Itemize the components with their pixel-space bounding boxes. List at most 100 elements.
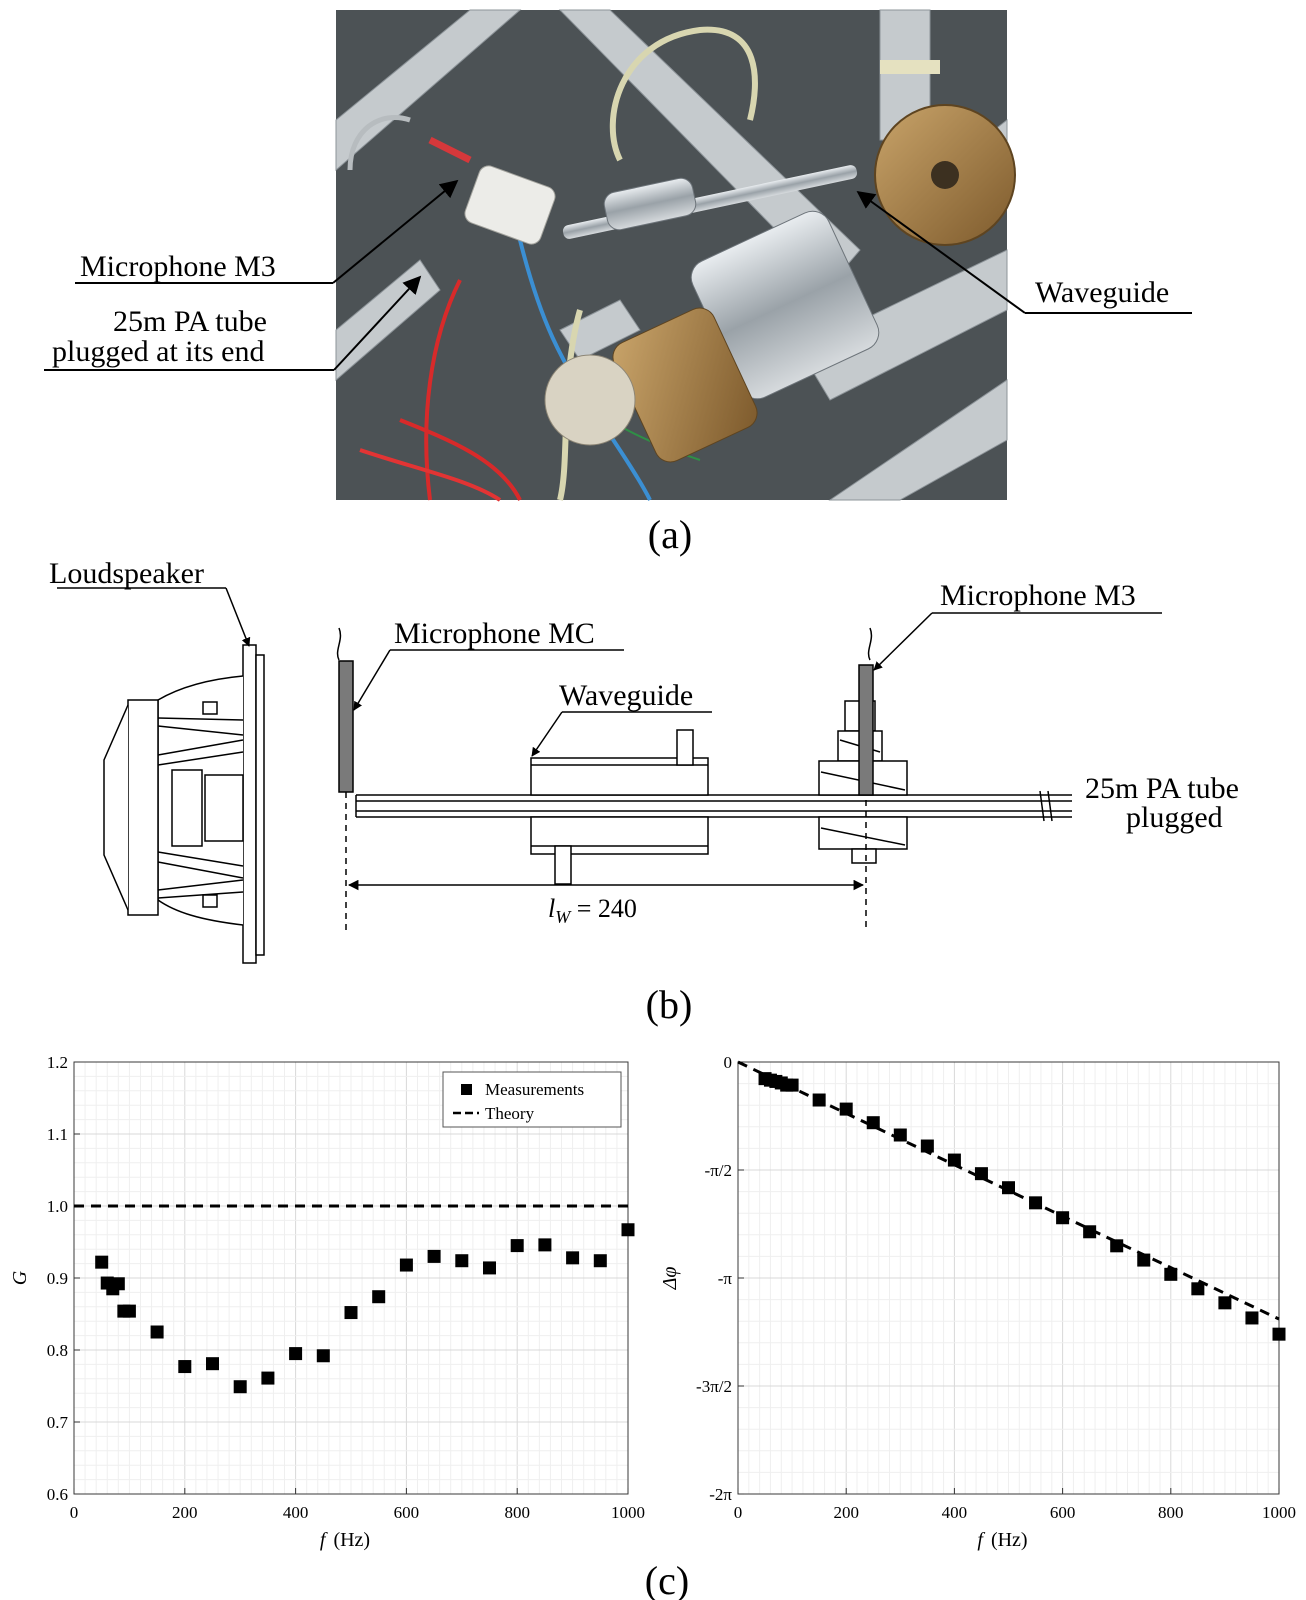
lw-dimension-label: lW = 240 xyxy=(548,894,637,927)
mic-m3-body xyxy=(858,664,874,796)
loudspeaker-drawing xyxy=(103,644,265,964)
x-axis-label-var: f xyxy=(977,1529,985,1551)
caption-b: (b) xyxy=(646,982,693,1027)
x-axis-label-unit: (Hz) xyxy=(991,1529,1028,1551)
y-tick-label: -π/2 xyxy=(705,1161,732,1180)
x-axis-label-unit: (Hz) xyxy=(333,1529,370,1551)
tube-break-marks xyxy=(1039,790,1053,822)
pa-tube-label-b-line2: plugged xyxy=(1126,801,1223,834)
y-tick-label: 1.1 xyxy=(47,1125,68,1144)
pa-tube-arrow xyxy=(333,275,422,371)
data-point-square xyxy=(372,1290,386,1304)
data-point-square xyxy=(1164,1267,1178,1281)
pa-tube-callout-label-line1: 25m PA tube xyxy=(113,305,267,338)
data-point-square xyxy=(866,1116,880,1130)
waveguide-arrow-b xyxy=(531,711,563,757)
mic-mc-body xyxy=(338,660,354,793)
x-tick-label: 400 xyxy=(942,1503,968,1522)
y-tick-label: 0.6 xyxy=(47,1485,68,1504)
data-point-square xyxy=(1218,1296,1232,1310)
panel-b-labels: Loudspeaker Microphone MC Waveguide Micr… xyxy=(49,557,1239,1027)
mic-m3-arrow xyxy=(332,179,459,284)
x-tick-label: 600 xyxy=(394,1503,420,1522)
x-tick-label: 200 xyxy=(833,1503,859,1522)
caption-a: (a) xyxy=(648,512,692,557)
y-axis-label: G xyxy=(9,1270,31,1285)
data-point-square xyxy=(150,1325,164,1339)
y-tick-label: 0 xyxy=(724,1053,733,1072)
y-tick-label: -π xyxy=(718,1269,733,1288)
y-tick-label: 1.0 xyxy=(47,1197,68,1216)
data-point-square xyxy=(289,1347,303,1361)
mic-m3-arrow-b xyxy=(873,612,933,671)
x-axis-label: f (Hz) xyxy=(320,1529,370,1551)
lw-subscript: W xyxy=(555,907,572,927)
data-point-square xyxy=(122,1304,136,1318)
panel-a: Microphone M3 25m PA tube plugged at its… xyxy=(44,9,1192,557)
y-tick-label: 1.2 xyxy=(47,1053,68,1072)
x-tick-label: 600 xyxy=(1050,1503,1076,1522)
data-point-square xyxy=(1110,1239,1124,1253)
x-tick-label: 0 xyxy=(734,1503,743,1522)
setup-photograph xyxy=(335,9,1016,502)
x-axis-label: f (Hz) xyxy=(977,1529,1027,1551)
mic-mc-arrow xyxy=(353,649,391,711)
x-tick-label: 200 xyxy=(172,1503,198,1522)
mic-m3-label-b: Microphone M3 xyxy=(940,579,1136,612)
data-point-square xyxy=(1245,1311,1259,1325)
data-point-square xyxy=(1272,1327,1286,1341)
data-point-square xyxy=(399,1258,413,1272)
y-tick-label: 0.7 xyxy=(47,1413,69,1432)
data-point-square xyxy=(974,1167,988,1181)
data-point-square xyxy=(1002,1181,1015,1195)
caption-c: (c) xyxy=(645,1558,689,1600)
y-tick-label: 0.8 xyxy=(47,1341,68,1360)
loudspeaker-arrow xyxy=(225,587,251,647)
y-tick-label: -3π/2 xyxy=(696,1377,732,1396)
data-point-square xyxy=(261,1371,275,1385)
data-point-square xyxy=(344,1306,358,1320)
data-point-square xyxy=(95,1255,109,1269)
waveguide-hardware xyxy=(464,60,1016,463)
panel-b xyxy=(57,587,1162,964)
lw-symbol: l xyxy=(548,894,555,923)
panel-c: 0 200 400 600 800 1000 0.6 0.7 0.8 0.9 1.0 1.1 1.2 f (… xyxy=(9,1053,1296,1600)
waveguide-callout-label: Waveguide xyxy=(1035,276,1169,309)
pa-tube-label-b-line1: 25m PA tube xyxy=(1085,772,1239,805)
data-point-square xyxy=(483,1261,496,1275)
data-point-square xyxy=(233,1380,247,1394)
legend-label-measurements: Measurements xyxy=(485,1080,584,1099)
waveguide-drawing xyxy=(530,729,709,885)
lw-value: = 240 xyxy=(570,894,637,923)
chart-gain: 0 200 400 600 800 1000 0.6 0.7 0.8 0.9 1.0 1.1 1.2 f(… xyxy=(9,1053,645,1551)
x-tick-label: 400 xyxy=(283,1503,309,1522)
x-tick-label: 1000 xyxy=(1262,1503,1296,1522)
data-point-square xyxy=(1083,1225,1097,1239)
mic-mc-wire xyxy=(336,627,342,661)
data-point-square xyxy=(316,1349,330,1363)
legend-box xyxy=(442,1071,622,1128)
data-point-square xyxy=(593,1254,607,1268)
data-point-square xyxy=(1137,1253,1151,1267)
data-point-square xyxy=(538,1238,552,1252)
theory-line xyxy=(737,1060,1280,1321)
mic-m3-wire xyxy=(867,627,873,661)
data-point-square xyxy=(785,1078,799,1092)
data-point-square xyxy=(621,1223,635,1237)
data-point-square xyxy=(947,1153,961,1167)
x-tick-label: 1000 xyxy=(611,1503,645,1522)
data-point-square xyxy=(510,1239,524,1253)
y-tick-label: 0.9 xyxy=(47,1269,68,1288)
data-point-square xyxy=(566,1251,580,1265)
data-point-square xyxy=(111,1277,125,1291)
data-point-square xyxy=(206,1357,219,1371)
y-tick-label: -2π xyxy=(709,1485,732,1504)
x-tick-label: 0 xyxy=(70,1503,79,1522)
waveguide-arrow xyxy=(856,190,1026,314)
data-point-square xyxy=(427,1249,441,1263)
pa-tube-callout-label-line2: plugged at its end xyxy=(52,335,264,368)
legend-label-theory: Theory xyxy=(485,1104,535,1123)
mic-mc-label: Microphone MC xyxy=(394,617,595,650)
y-axis-label: Δφ xyxy=(659,1267,681,1291)
x-tick-label: 800 xyxy=(504,1503,530,1522)
